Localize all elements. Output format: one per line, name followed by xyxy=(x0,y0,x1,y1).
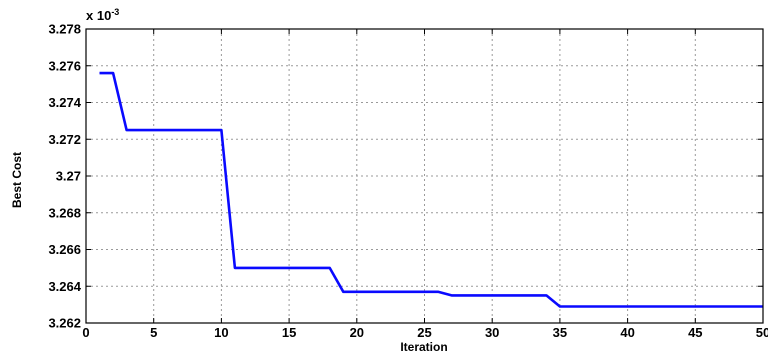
series-line-best-cost xyxy=(99,71,763,308)
x-tick-labels: 0 5 10 15 20 25 30 35 40 45 50 xyxy=(82,325,768,340)
y-axis-label: Best Cost xyxy=(10,152,24,208)
x-tick-label: 0 xyxy=(82,325,89,340)
x-tick-label: 20 xyxy=(350,325,364,340)
x-tick-label: 45 xyxy=(688,325,702,340)
y-tick-label: 3.274 xyxy=(48,95,81,110)
y-tick-label: 3.268 xyxy=(48,205,81,220)
y-tick-label: 3.276 xyxy=(48,58,81,73)
y-tick-label: 3.264 xyxy=(48,279,81,294)
y-tick-label: 3.278 xyxy=(48,22,81,37)
x-tick-label: 25 xyxy=(417,325,431,340)
x-tick-label: 15 xyxy=(282,325,296,340)
x-tick-label: 5 xyxy=(150,325,157,340)
y-tick-labels: 3.262 3.264 3.266 3.268 3.27 3.272 3.274 3.276 3… xyxy=(48,22,81,331)
x-tick-label: 50 xyxy=(756,325,768,340)
y-axis-multiplier-base: x 10 xyxy=(86,8,111,23)
x-axis-label: Iteration xyxy=(400,340,447,353)
y-axis-multiplier-exponent: -3 xyxy=(111,7,119,17)
y-tick-label: 3.262 xyxy=(48,316,81,331)
plot-area-frame xyxy=(85,28,764,324)
series-layer xyxy=(99,71,763,308)
x-tick-label: 30 xyxy=(485,325,499,340)
x-tick-label: 40 xyxy=(620,325,634,340)
x-tick-label: 35 xyxy=(553,325,567,340)
y-tick-label: 3.27 xyxy=(56,169,81,184)
y-axis-multiplier: x 10-3 xyxy=(86,7,119,23)
grid xyxy=(86,29,763,323)
y-tick-label: 3.272 xyxy=(48,132,81,147)
y-tick-label: 3.266 xyxy=(48,242,81,257)
x-tick-label: 10 xyxy=(214,325,228,340)
